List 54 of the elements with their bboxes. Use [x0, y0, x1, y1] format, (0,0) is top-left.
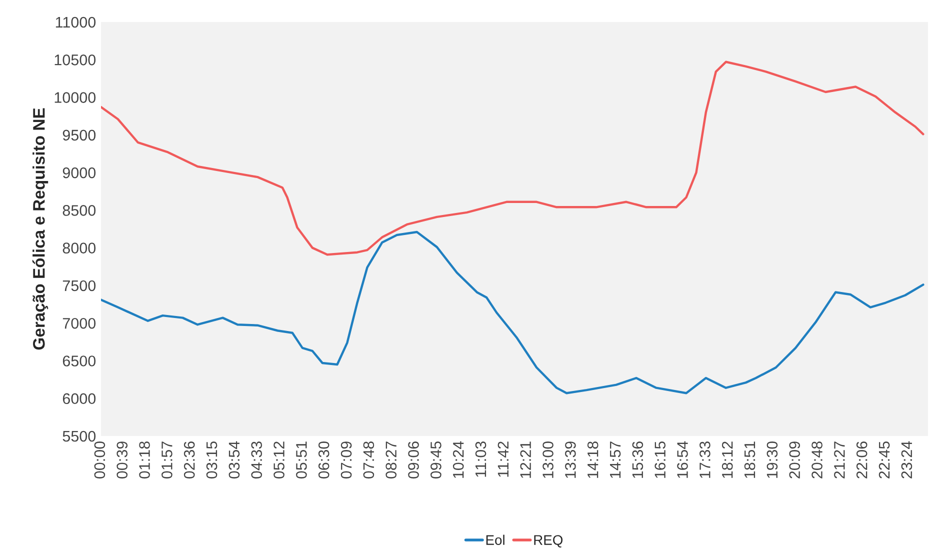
x-tick-label: 05:12	[274, 442, 284, 478]
x-tick-label: 20:48	[812, 442, 822, 478]
x-tick-label: 07:48	[363, 442, 374, 478]
legend-label: Eol	[486, 534, 504, 545]
x-tick-label: 22:45	[878, 442, 890, 478]
legend-label: REQ	[534, 535, 563, 548]
x-tick-label: 01:18	[139, 442, 150, 478]
x-tick-label: 00:00	[94, 441, 106, 478]
x-tick-label: 22:06	[856, 442, 868, 478]
x-tick-label: 14:57	[610, 442, 621, 478]
x-tick-label: 03:54	[228, 441, 240, 478]
x-tick-label: 01:57	[162, 442, 172, 478]
line-series	[101, 60, 924, 256]
y-tick-label: 10000	[54, 92, 96, 103]
x-tick-label: 12:21	[520, 442, 531, 478]
y-tick-label: 7000	[62, 318, 96, 329]
x-tick-label: 15:36	[632, 442, 644, 478]
y-tick-label: 8000	[62, 242, 96, 254]
x-tick-label: 04:33	[251, 442, 262, 478]
y-tick-label: 6500	[62, 356, 96, 366]
x-tick-label: 05:51	[296, 442, 307, 478]
x-tick-label: 03:15	[206, 442, 218, 478]
y-tick-label: 8500	[62, 205, 96, 216]
x-tick-label: 18:51	[744, 442, 756, 478]
x-tick-label: 08:27	[386, 442, 397, 478]
x-tick-label: 09:45	[430, 442, 442, 478]
x-tick-label: 23:24	[901, 441, 912, 478]
x-tick-label: 18:12	[722, 442, 733, 478]
y-tick-label: 9000	[62, 167, 96, 178]
y-tick-label: 9500	[62, 130, 96, 141]
y-tick-label: 10500	[54, 54, 96, 66]
x-tick-label: 20:09	[789, 442, 800, 478]
x-tick-label: 16:54	[677, 441, 688, 478]
x-tick-label: 00:39	[116, 442, 128, 478]
x-tick-label: 09:06	[408, 442, 419, 478]
y-tick-label: 11000	[56, 16, 96, 28]
x-tick-label: 19:30	[766, 441, 778, 478]
x-tick-label: 13:39	[565, 442, 576, 478]
x-tick-label: 14:18	[587, 442, 598, 478]
y-axis-title: Geração Eólica e Requisito NE	[32, 108, 48, 350]
y-tick-label: 6000	[62, 393, 96, 404]
x-tick-label: 17:33	[700, 442, 710, 478]
x-tick-label: 11:42	[498, 442, 508, 477]
x-tick-label: 10:24	[452, 441, 464, 478]
x-tick-label: 02:36	[184, 442, 195, 478]
x-tick-label: 16:15	[654, 442, 666, 478]
y-tick-label: 7500	[62, 280, 96, 292]
x-tick-label: 21:27	[834, 442, 845, 478]
x-tick-label: 13:00	[542, 441, 554, 478]
x-tick-label: 07:09	[340, 442, 352, 478]
x-tick-label: 11:03	[475, 442, 486, 477]
y-tick-label: 5500	[62, 430, 96, 442]
line-series	[101, 230, 924, 394]
x-tick-label: 06:30	[318, 441, 330, 478]
